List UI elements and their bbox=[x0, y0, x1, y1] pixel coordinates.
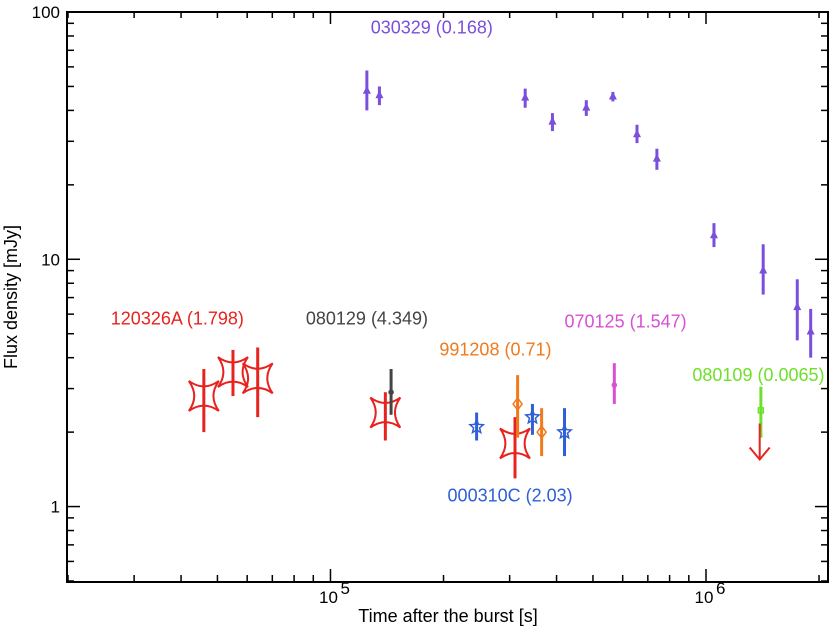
star5-marker bbox=[468, 417, 486, 435]
star4-marker bbox=[499, 427, 531, 460]
triangle-marker bbox=[548, 116, 557, 125]
triangle-marker bbox=[362, 85, 371, 94]
triangle-marker bbox=[521, 92, 530, 101]
diamond-marker bbox=[512, 396, 524, 412]
x-tick-exponent: 6 bbox=[716, 579, 725, 598]
series-labels: 030329 (0.168) 120326A (1.798) 080129 (4.3… bbox=[111, 17, 825, 505]
triangle-marker bbox=[806, 326, 815, 335]
series-label: 080109 (0.0065) bbox=[692, 365, 824, 385]
series-group bbox=[611, 363, 618, 404]
upper-limit-arrow bbox=[748, 423, 771, 462]
series-group bbox=[757, 386, 765, 438]
square-marker bbox=[757, 407, 765, 414]
diamond-marker bbox=[536, 424, 548, 440]
series-group bbox=[468, 403, 574, 457]
series-group bbox=[388, 368, 394, 415]
series-group bbox=[362, 70, 815, 358]
triangle-marker bbox=[652, 153, 661, 162]
triangle-marker bbox=[632, 129, 642, 138]
series-group bbox=[188, 347, 531, 479]
dot-marker bbox=[388, 389, 394, 395]
star4-marker bbox=[188, 380, 220, 412]
y-tick-label: 1 bbox=[51, 498, 60, 517]
y-tick-label: 100 bbox=[32, 3, 60, 22]
x-tick-label: 10 bbox=[319, 588, 338, 607]
triangle-marker bbox=[759, 265, 768, 274]
dot-marker bbox=[611, 382, 618, 388]
plot-frame bbox=[66, 11, 829, 583]
series-label: 991208 (0.71) bbox=[439, 340, 551, 360]
triangle-marker bbox=[709, 230, 718, 239]
y-axis-title: Flux density [mJy] bbox=[1, 225, 21, 369]
x-tick-label: 10 bbox=[695, 588, 714, 607]
series-label: 120326A (1.798) bbox=[111, 308, 244, 328]
star5-marker bbox=[523, 408, 541, 425]
series-label: 080129 (4.349) bbox=[306, 308, 428, 328]
triangle-marker bbox=[608, 91, 617, 100]
series-group bbox=[512, 375, 548, 457]
triangle-marker bbox=[582, 102, 591, 111]
axis-ticks bbox=[67, 11, 827, 582]
y-tick-label: 10 bbox=[41, 250, 60, 269]
star4-marker bbox=[241, 362, 274, 395]
data-marks bbox=[188, 70, 815, 479]
triangle-marker bbox=[793, 302, 802, 311]
upper-limit-head bbox=[748, 446, 771, 462]
triangle-marker bbox=[375, 90, 384, 99]
star4-marker bbox=[217, 356, 249, 388]
star5-marker bbox=[556, 423, 574, 440]
x-axis-title: Time after the burst [s] bbox=[358, 606, 537, 626]
series-label: 000310C (2.03) bbox=[448, 485, 573, 505]
series-label: 070125 (1.547) bbox=[565, 311, 687, 331]
x-tick-exponent: 5 bbox=[340, 579, 349, 598]
series-label: 030329 (0.168) bbox=[371, 17, 493, 37]
